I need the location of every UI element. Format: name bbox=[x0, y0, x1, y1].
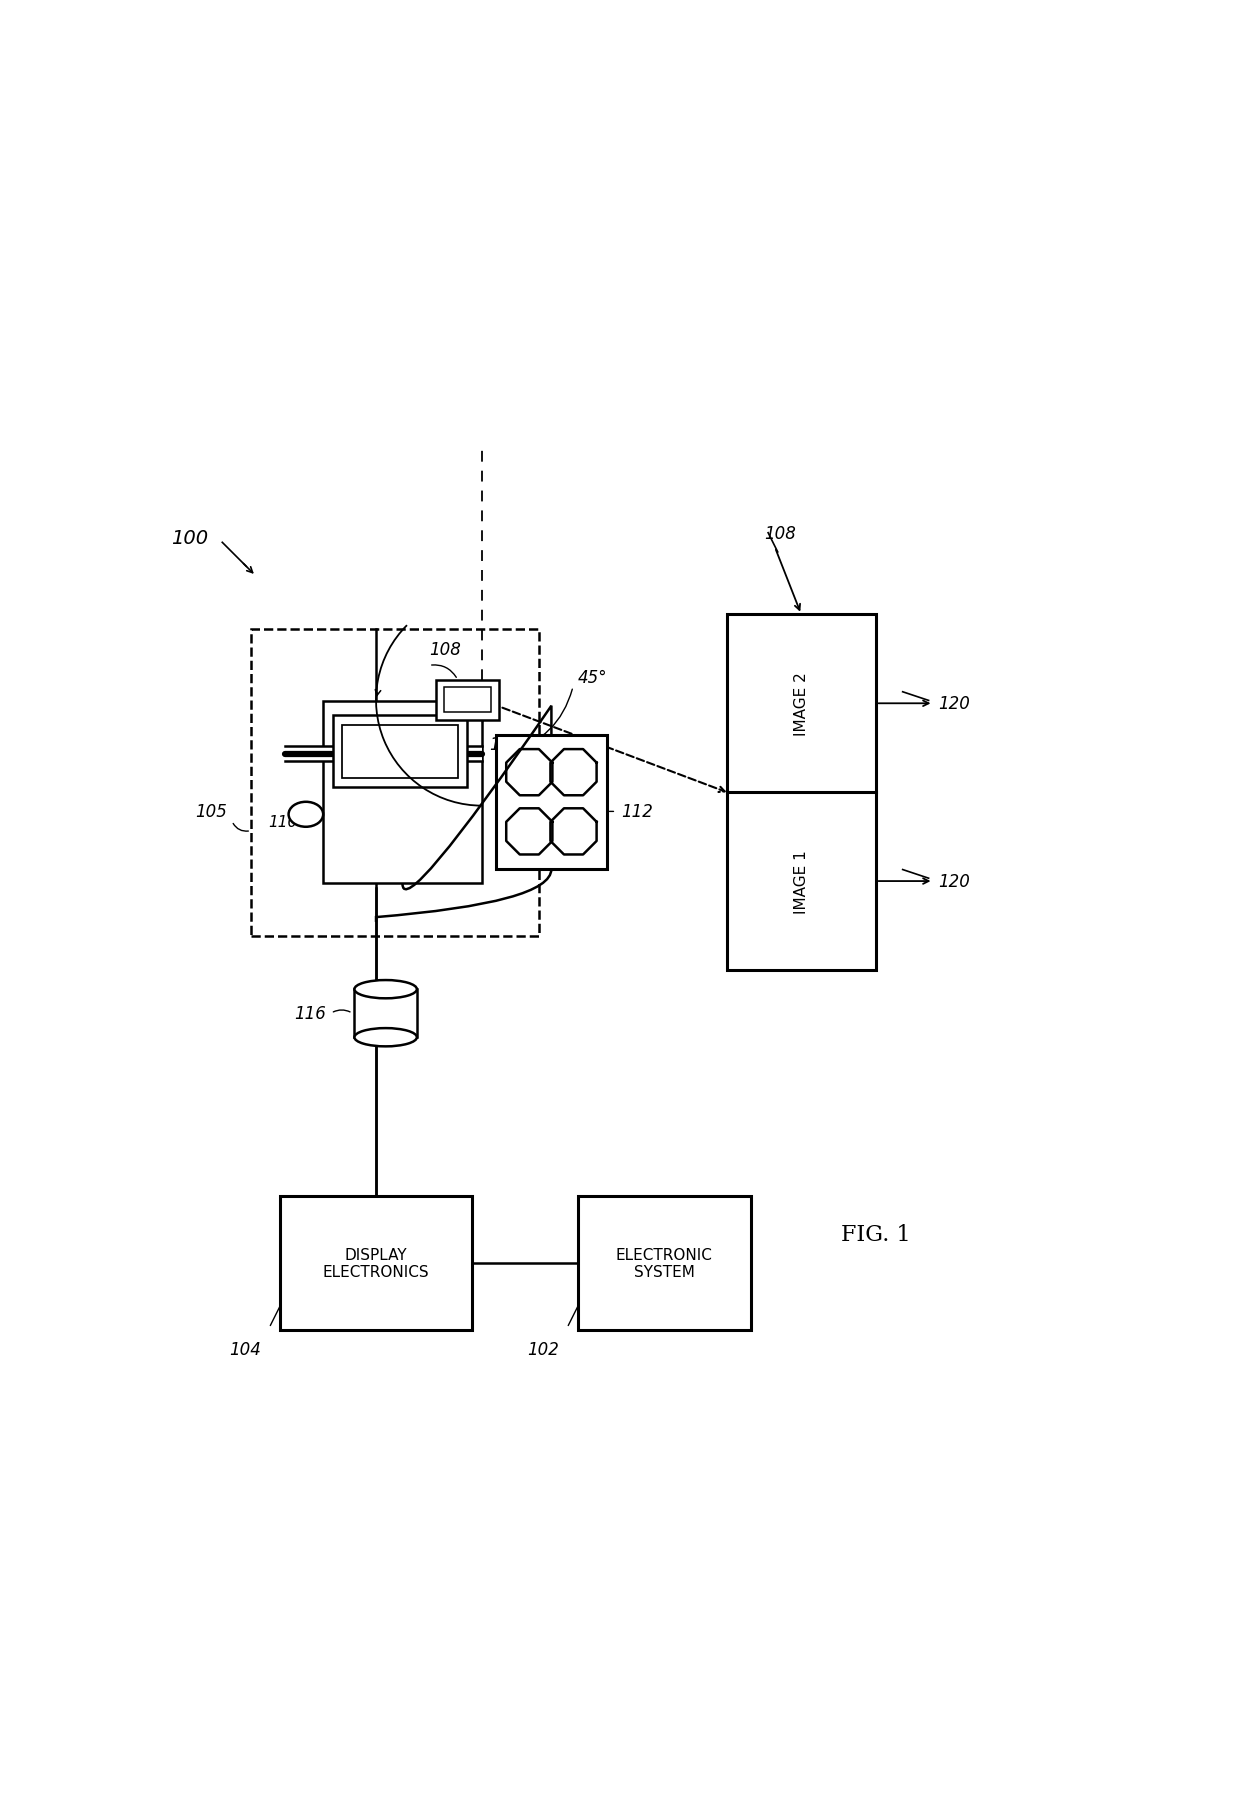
Text: 102: 102 bbox=[527, 1340, 558, 1357]
Text: 120: 120 bbox=[939, 694, 970, 712]
Bar bbox=[342, 726, 458, 779]
Bar bbox=[324, 701, 481, 885]
Bar bbox=[727, 615, 875, 971]
Bar bbox=[444, 689, 491, 714]
Text: IMAGE 2: IMAGE 2 bbox=[794, 672, 808, 735]
Bar bbox=[355, 989, 417, 1037]
Bar bbox=[285, 746, 481, 762]
Text: 106: 106 bbox=[342, 728, 372, 743]
Text: FIG. 1: FIG. 1 bbox=[841, 1224, 910, 1246]
Text: 108: 108 bbox=[764, 525, 796, 543]
Bar bbox=[332, 716, 467, 788]
Text: DISPLAY
ELECTRONICS: DISPLAY ELECTRONICS bbox=[322, 1248, 429, 1280]
Text: 104: 104 bbox=[229, 1340, 260, 1357]
Text: 105: 105 bbox=[195, 804, 227, 822]
Bar bbox=[280, 1196, 472, 1331]
Ellipse shape bbox=[355, 1028, 417, 1046]
Text: 108: 108 bbox=[429, 640, 461, 658]
Bar bbox=[578, 1196, 750, 1331]
Text: 116: 116 bbox=[294, 1005, 326, 1023]
Text: 110: 110 bbox=[268, 814, 298, 829]
Text: 120: 120 bbox=[939, 872, 970, 890]
Bar bbox=[496, 735, 606, 870]
Text: ELECTRONIC
SYSTEM: ELECTRONIC SYSTEM bbox=[616, 1248, 713, 1280]
Bar bbox=[250, 629, 539, 937]
Text: 114: 114 bbox=[490, 735, 521, 753]
Bar bbox=[436, 680, 498, 721]
Ellipse shape bbox=[355, 980, 417, 998]
Text: 100: 100 bbox=[171, 529, 208, 548]
Ellipse shape bbox=[289, 802, 324, 827]
Text: 112: 112 bbox=[621, 804, 653, 822]
Text: 45°: 45° bbox=[578, 669, 608, 687]
Text: IMAGE 1: IMAGE 1 bbox=[794, 850, 808, 913]
